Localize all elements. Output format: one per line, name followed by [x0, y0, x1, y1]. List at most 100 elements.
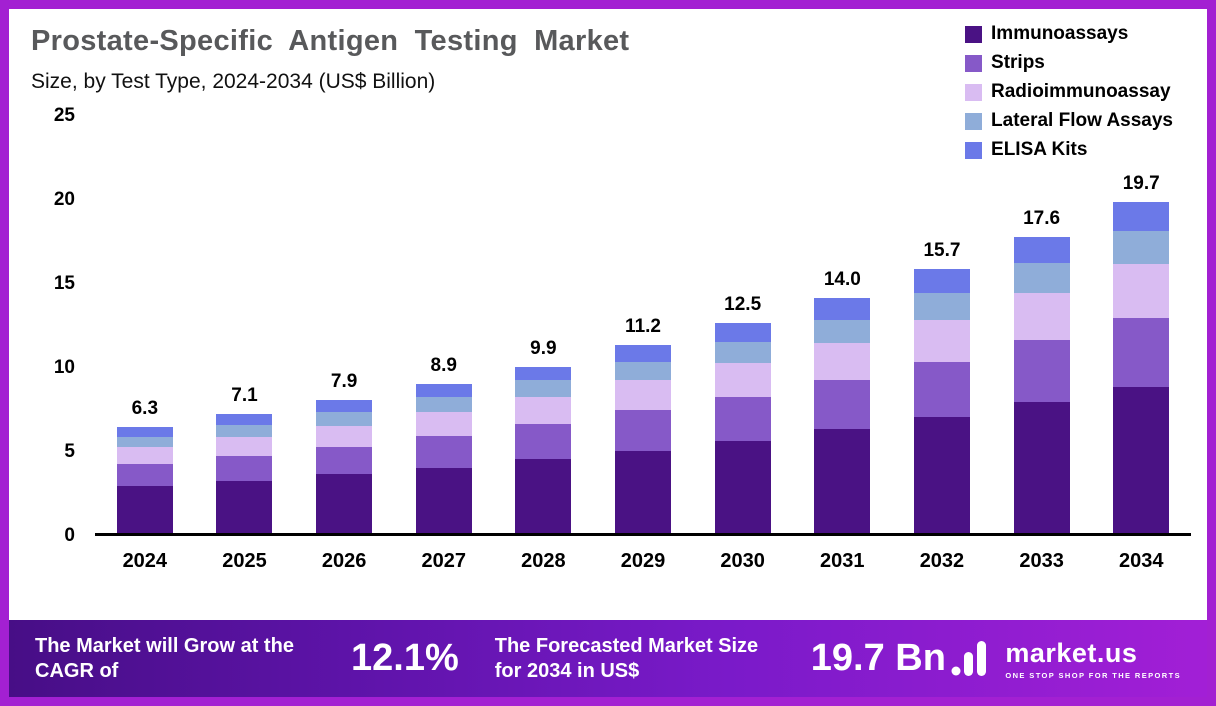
bar-segment-elisa-kits	[814, 297, 871, 320]
chart-header: Prostate-Specific Antigen Testing Market…	[9, 9, 1207, 94]
plot-area: 6.3 7.1 7.9 8.9 9.9 11.2 12.5 14.0 15.7 17.6 19.7	[95, 116, 1191, 536]
bar-segment-strips	[216, 455, 273, 481]
bar-total-label: 9.9	[530, 337, 557, 359]
bar-segment-elisa-kits	[615, 344, 672, 362]
bar-column-2026: 7.9	[294, 116, 394, 533]
bar-stack	[615, 344, 672, 533]
legend-swatch-radioimmunoassay	[965, 83, 983, 101]
brand-text: market.us ONE STOP SHOP FOR THE REPORTS	[1005, 638, 1181, 680]
bar-segment-lateral-flow-assays	[116, 437, 173, 448]
y-tick-label: 10	[53, 357, 75, 378]
bar-segment-strips	[1013, 339, 1070, 402]
bar-stack	[913, 269, 970, 533]
bar-segment-immunoassays	[116, 486, 173, 533]
bar-segment-lateral-flow-assays	[615, 361, 672, 381]
bar-segment-immunoassays	[515, 459, 572, 533]
bar-segment-radioimmunoassay	[615, 380, 672, 411]
legend-item-lateral-flow-assays: Lateral Flow Assays	[965, 110, 1173, 132]
bar-column-2028: 9.9	[494, 116, 594, 533]
legend-label: Immunoassays	[991, 23, 1129, 44]
bar-segment-radioimmunoassay	[116, 447, 173, 465]
bar-segment-immunoassays	[913, 417, 970, 533]
bar-total-label: 11.2	[625, 315, 661, 337]
x-axis-label: 2031	[820, 550, 865, 572]
bar-segment-strips	[515, 423, 572, 460]
x-axis-label: 2027	[421, 550, 466, 572]
bar-segment-lateral-flow-assays	[714, 341, 771, 364]
legend-item-radioimmunoassay: Radioimmunoassay	[965, 81, 1173, 103]
bar-segment-elisa-kits	[415, 383, 472, 398]
bar-segment-strips	[415, 435, 472, 468]
bar-column-2024: 6.3	[95, 116, 195, 533]
y-axis: 0 5 10 15 20 25	[9, 105, 95, 546]
bar-total-label: 15.7	[923, 240, 961, 262]
bar-segment-immunoassays	[814, 428, 871, 533]
legend-label: Lateral Flow Assays	[991, 110, 1173, 131]
y-tick-label: 20	[53, 189, 75, 210]
y-tick-label: 5	[64, 441, 75, 462]
bar-stack	[316, 400, 373, 533]
bar-total-label: 14.0	[823, 268, 861, 290]
legend-swatch-immunoassays	[965, 25, 983, 43]
bar-segment-elisa-kits	[1013, 237, 1070, 263]
bar-segment-strips	[814, 380, 871, 429]
bar-segment-elisa-kits	[714, 323, 771, 342]
x-axis-label: 2026	[321, 550, 367, 572]
bar-segment-immunoassays	[216, 480, 273, 533]
x-axis-labels: 2024 2025 2026 2027 2028 2029 2030 2031 2032 2033…	[95, 536, 1191, 573]
bar-segment-strips	[1113, 317, 1170, 387]
bar-segment-elisa-kits	[216, 413, 273, 426]
bar-segment-elisa-kits	[316, 400, 373, 413]
x-axis-label: 2030	[720, 550, 765, 572]
bar-segment-lateral-flow-assays	[216, 425, 273, 438]
bar-segment-radioimmunoassay	[216, 437, 273, 456]
bar-total-label: 17.6	[1023, 208, 1061, 230]
bar-segment-elisa-kits	[515, 366, 572, 381]
forecast-value: 19.7 Bn	[810, 637, 946, 679]
bar-segment-strips	[316, 447, 373, 475]
legend-item-strips: Strips	[965, 52, 1173, 74]
bar-segment-lateral-flow-assays	[814, 319, 871, 344]
x-axis-label: 2032	[919, 550, 965, 572]
forecast-label: The Forecasted Market Size for 2034 in U…	[494, 634, 759, 682]
cagr-value: 12.1%	[351, 637, 459, 679]
bar-segment-radioimmunoassay	[814, 343, 871, 381]
bar-segment-lateral-flow-assays	[515, 380, 572, 397]
brand-name: market.us	[1005, 637, 1138, 668]
bar-segment-radioimmunoassay	[913, 319, 970, 362]
legend-label: ELISA Kits	[991, 139, 1088, 160]
bar-stack	[415, 383, 472, 533]
chart-subtitle: Size, by Test Type, 2024-2034 (US$ Billi…	[31, 70, 436, 93]
bar-stack	[216, 413, 273, 533]
bar-segment-strips	[913, 361, 970, 418]
bar-segment-radioimmunoassay	[515, 396, 572, 424]
bar-segment-lateral-flow-assays	[913, 292, 970, 320]
bar-stack	[1013, 237, 1070, 533]
legend-item-elisa-kits: ELISA Kits	[965, 139, 1173, 161]
bar-segment-radioimmunoassay	[714, 363, 771, 397]
bar-segment-radioimmunoassay	[316, 425, 373, 448]
bar-segment-immunoassays	[1113, 386, 1170, 533]
bar-segment-strips	[714, 396, 771, 441]
bar-segment-radioimmunoassay	[415, 412, 472, 436]
x-axis-label: 2024	[122, 550, 168, 572]
bar-segment-immunoassays	[1013, 402, 1070, 533]
bar-segment-elisa-kits	[1113, 201, 1170, 231]
x-axis-label: 2033	[1019, 550, 1064, 572]
bar-total-label: 7.1	[231, 384, 258, 406]
bar-stack	[1113, 201, 1170, 533]
bar-segment-lateral-flow-assays	[415, 397, 472, 413]
bar-column-2033: 17.6	[992, 116, 1092, 533]
bar-column-2030: 12.5	[693, 116, 793, 533]
y-tick-label: 15	[53, 273, 75, 294]
bar-segment-lateral-flow-assays	[316, 412, 373, 426]
brand-block: market.us ONE STOP SHOP FOR THE REPORTS	[949, 638, 1181, 680]
bar-stack	[814, 297, 871, 533]
x-axis-label: 2028	[521, 550, 566, 572]
bar-segment-strips	[116, 464, 173, 486]
bar-total-label: 7.9	[330, 371, 358, 393]
bar-segment-radioimmunoassay	[1113, 264, 1170, 318]
legend-swatch-elisa-kits	[965, 141, 983, 159]
chart-title: Prostate-Specific Antigen Testing Market	[31, 25, 630, 57]
bar-column-2031: 14.0	[792, 116, 892, 533]
